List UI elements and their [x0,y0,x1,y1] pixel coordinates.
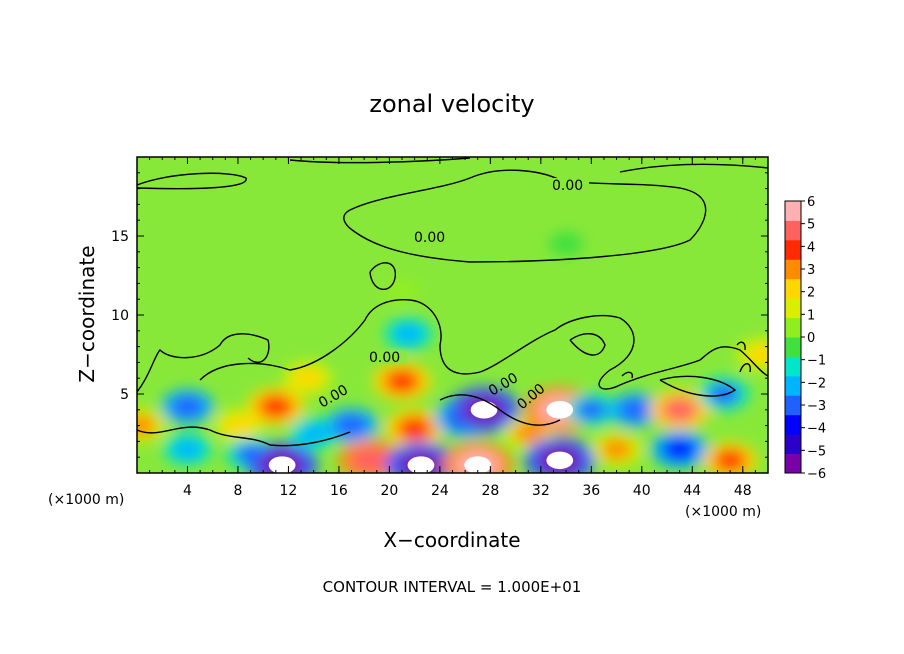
velocity-cell-core [384,369,420,394]
velocity-cell-core [292,368,323,389]
velocity-cell-core [600,438,633,460]
colorbar-swatch [785,453,801,474]
colorbar-swatch [785,220,801,241]
plot-area: 0.00 0.00 0.00 0.00 0.00 0.00 [136,156,769,474]
contour-label: 0.00 [552,178,583,194]
velocity-cell-core [257,394,294,419]
x-tick-label: 32 [532,483,550,499]
contour-interval-note: CONTOUR INTERVAL = 1.000E+01 [323,578,582,596]
chart-title: zonal velocity [369,90,534,118]
x-tick-labels: 4 8 12 16 20 24 28 32 36 40 44 48 [183,483,752,499]
x-tick-label: 36 [582,483,600,499]
colorbar-swatch [785,395,801,416]
velocity-extreme [268,456,296,473]
y-tick-label: 15 [111,229,129,245]
colorbar-swatch [785,278,801,299]
colorbar-swatch [785,201,801,221]
velocity-cell-core [172,439,203,460]
colorbar-tick-label: −1 [807,354,826,369]
velocity-cell-core [390,283,414,299]
y-tick-label: 10 [111,308,129,324]
x-tick-label: 28 [481,483,499,499]
x-tick-label: 24 [431,483,449,499]
velocity-extreme [546,401,574,419]
velocity-cell-core [171,395,204,418]
contour-label: 0.00 [369,350,400,366]
velocity-field [137,232,768,473]
contour-label: 0.00 [414,230,445,246]
velocity-cell-core [512,423,544,444]
x-tick-label: 4 [183,483,192,499]
colorbar-tick-label: −4 [807,422,826,437]
colorbar-swatch [785,259,801,280]
x-axis-title: X−coordinate [383,528,520,552]
colorbar: 6 5 4 3 2 1 0 −1 −2 −3 −4 −5 −6 [784,195,826,482]
velocity-cell-core [393,324,424,344]
frame-ticks [137,157,768,473]
colorbar-tick-label: −6 [807,467,826,482]
velocity-cell-core [746,344,768,365]
velocity-cell-core [713,449,748,472]
colorbar-tick-label: 3 [807,263,815,278]
colorbar-swatch [785,317,801,338]
colorbar-swatch [785,356,801,377]
colorbar-swatch [785,298,801,319]
velocity-cell-core [619,399,652,421]
colorbar-tick-label: 1 [807,308,815,323]
velocity-extreme [546,451,574,470]
velocity-cell-core [335,414,369,437]
y-axis-title: Z−coordinate [75,245,99,382]
colorbar-tick-label: −2 [807,376,826,391]
colorbar-swatch [785,375,801,396]
velocity-extreme [470,401,498,419]
velocity-cell-core [707,383,740,405]
velocity-cell-core [298,423,329,444]
colorbar-tick-label: −3 [807,399,826,414]
velocity-cell-core [137,415,157,437]
colorbar-swatch [785,414,801,435]
velocity-cell-core [223,415,253,436]
x-tick-label: 8 [233,483,242,499]
y-tick-labels: 5 10 15 [111,229,129,403]
colorbar-swatch [785,434,801,455]
velocity-cell-core [350,447,391,473]
colorbar-tick-label: −5 [807,444,826,459]
velocity-cell-core [575,399,608,421]
colorbar-tick-label: 4 [807,240,815,255]
x-tick-label: 12 [280,483,298,499]
colorbar-tick-label: 2 [807,286,815,301]
x-tick-label: 48 [734,483,752,499]
x-tick-label: 20 [380,483,398,499]
x-unit-label-left: (×1000 m) [48,492,124,508]
zero-contours [137,157,768,447]
colorbar-swatch [785,337,801,357]
velocity-cell-core [555,236,577,252]
colorbar-tick-label: 5 [807,218,815,233]
x-tick-label: 40 [633,483,651,499]
velocity-extreme [464,456,492,473]
colorbar-tick-label: 0 [807,331,815,346]
y-tick-label: 5 [120,387,129,403]
velocity-cell-core [661,437,698,462]
velocity-cell-core [660,397,699,423]
velocity-cell-core [396,416,433,441]
colorbar-swatch [785,239,801,260]
x-unit-label-right: (×1000 m) [685,504,761,520]
x-tick-label: 44 [683,483,701,499]
velocity-extreme [407,456,435,473]
x-tick-label: 16 [330,483,348,499]
colorbar-tick-label: 6 [807,195,815,210]
